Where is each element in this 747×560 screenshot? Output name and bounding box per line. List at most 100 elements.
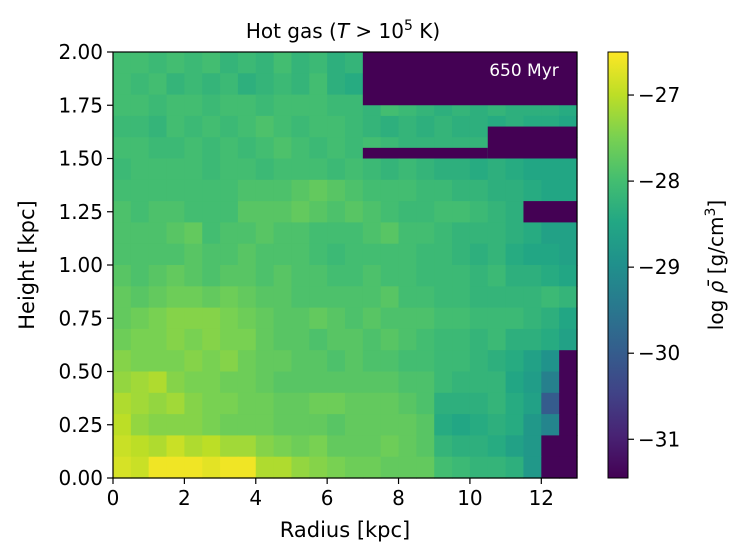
heatmap-cell: [220, 435, 239, 458]
heatmap-cell: [220, 392, 239, 415]
heatmap-cell: [291, 350, 310, 373]
heatmap-cell: [291, 201, 310, 223]
heatmap-cells: [113, 52, 578, 479]
heatmap-cell: [148, 414, 168, 436]
heatmap-cell: [541, 414, 560, 436]
heatmap-cell: [309, 350, 328, 373]
heatmap-cell: [469, 243, 489, 266]
heatmap-cell: [380, 222, 400, 245]
heatmap-cell: [327, 350, 346, 373]
heatmap-cell: [255, 137, 275, 160]
heatmap-cell: [255, 222, 275, 245]
heatmap-cell: [113, 115, 132, 138]
heatmap-cell: [452, 158, 471, 181]
heatmap-cell: [452, 307, 471, 330]
heatmap-cell: [505, 392, 525, 415]
heatmap-cell: [237, 137, 257, 160]
heatmap-cell: [345, 435, 364, 458]
heatmap-cell: [327, 392, 346, 415]
heatmap-cell: [202, 222, 221, 245]
heatmap-cell: [130, 179, 150, 202]
x-tick-label: 4: [249, 486, 262, 510]
heatmap-cell: [541, 307, 560, 330]
heatmap-cell: [202, 456, 221, 479]
heatmap-cell: [380, 392, 400, 415]
y-tick-label: 2.00: [58, 40, 103, 64]
heatmap-cell: [130, 371, 150, 394]
heatmap-cell: [220, 307, 239, 330]
heatmap-cell: [237, 371, 257, 394]
heatmap-cell: [184, 328, 203, 351]
heatmap-cell: [541, 435, 560, 458]
heatmap-cell: [255, 307, 275, 330]
heatmap-cell: [505, 286, 525, 309]
heatmap-cell: [398, 328, 417, 351]
heatmap-cell: [416, 307, 435, 330]
x-axis-label: Radius [kpc]: [280, 518, 411, 542]
heatmap-cell: [202, 243, 221, 266]
heatmap-cell: [166, 392, 185, 415]
heatmap-cell: [559, 222, 578, 245]
heatmap-cell: [309, 435, 328, 458]
heatmap-cell: [255, 158, 275, 181]
heatmap-cell: [541, 350, 560, 373]
heatmap-cell: [237, 435, 257, 458]
heatmap-cell: [309, 73, 328, 96]
heatmap-cell: [327, 115, 346, 138]
heatmap-cell: [148, 137, 168, 160]
heatmap-cell: [452, 286, 471, 309]
heatmap-cell: [416, 456, 435, 479]
colorbar-ticks: −27 −28 −29 −30 −31: [628, 83, 680, 451]
heatmap-cell: [309, 137, 328, 160]
heatmap-cell: [434, 371, 453, 394]
x-tick-label: 12: [529, 486, 554, 510]
heatmap-cell: [113, 179, 132, 202]
heatmap-cell: [541, 243, 560, 266]
heatmap-cell: [184, 392, 203, 415]
heatmap-cell: [487, 265, 507, 287]
heatmap-cell: [166, 414, 185, 436]
heatmap-cell: [380, 328, 400, 351]
heatmap-cell: [380, 243, 400, 266]
heatmap-cell: [273, 328, 293, 351]
heatmap-cell: [380, 158, 400, 181]
heatmap-cell: [398, 243, 417, 266]
heatmap-cell: [559, 414, 578, 436]
heatmap-cell: [434, 286, 453, 309]
heatmap-cell: [487, 392, 507, 415]
heatmap-cell: [237, 115, 257, 138]
heatmap-cell: [113, 286, 132, 309]
heatmap-cell: [130, 137, 150, 160]
heatmap-cell: [362, 371, 382, 394]
heatmap-cell: [220, 94, 239, 117]
heatmap-cell: [220, 456, 239, 479]
heatmap-cell: [309, 307, 328, 330]
heatmap-cell: [202, 371, 221, 394]
heatmap-cell: [345, 137, 364, 160]
heatmap-cell: [452, 328, 471, 351]
heatmap-cell: [113, 371, 132, 394]
heatmap-cell: [148, 265, 168, 287]
heatmap-cell: [487, 350, 507, 373]
heatmap-cell: [130, 73, 150, 96]
heatmap-cell: [273, 115, 293, 138]
y-tick-label: 1.50: [58, 147, 103, 171]
heatmap-cell: [237, 243, 257, 266]
masked-region: [362, 147, 488, 159]
heatmap-cell: [416, 286, 435, 309]
heatmap-cell: [309, 456, 328, 479]
heatmap-cell: [362, 328, 382, 351]
colorbar-tick-label: −30: [638, 341, 680, 365]
heatmap-cell: [559, 179, 578, 202]
heatmap-cell: [291, 286, 310, 309]
heatmap-cell: [166, 158, 185, 181]
heatmap-cell: [113, 350, 132, 373]
heatmap-cell: [327, 179, 346, 202]
heatmap-cell: [166, 115, 185, 138]
heatmap-cell: [541, 179, 560, 202]
heatmap-cell: [541, 371, 560, 394]
heatmap-cell: [487, 307, 507, 330]
heatmap-cell: [487, 371, 507, 394]
heatmap-cell: [362, 115, 382, 138]
heatmap-cell: [469, 286, 489, 309]
